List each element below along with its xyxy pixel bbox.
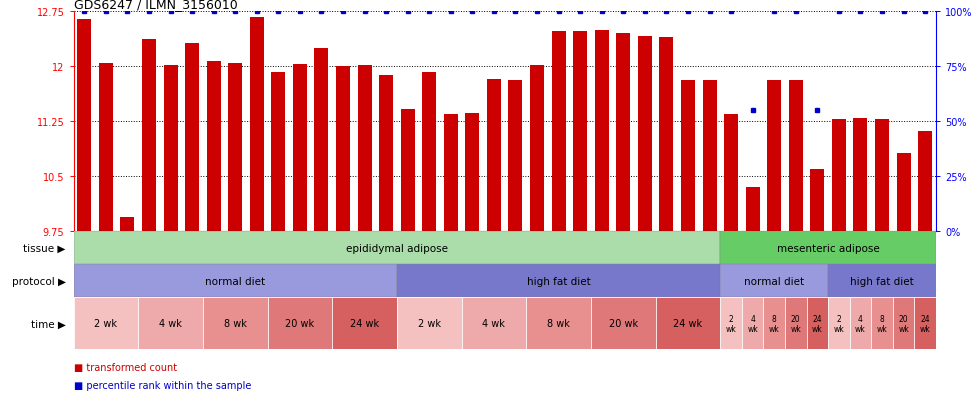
Bar — [871, 298, 893, 349]
Text: 24
wk: 24 wk — [812, 314, 822, 333]
Bar — [573, 32, 587, 232]
Text: normal diet: normal diet — [205, 276, 266, 286]
Bar — [293, 65, 307, 232]
Bar — [207, 62, 220, 232]
Bar — [832, 120, 846, 232]
Text: 24 wk: 24 wk — [350, 319, 379, 329]
Bar — [526, 298, 591, 349]
Bar — [616, 34, 630, 232]
Bar — [509, 81, 522, 232]
Text: GDS6247 / ILMN_3156010: GDS6247 / ILMN_3156010 — [74, 0, 237, 11]
Text: high fat diet: high fat diet — [526, 276, 591, 286]
Bar — [763, 298, 785, 349]
Bar — [466, 113, 479, 232]
Bar — [595, 31, 609, 232]
Bar — [444, 115, 458, 232]
Bar — [720, 265, 828, 298]
Bar — [530, 66, 544, 232]
Bar — [897, 154, 910, 232]
Bar — [850, 298, 871, 349]
Bar — [121, 217, 134, 232]
Bar — [789, 81, 803, 232]
Bar — [401, 110, 415, 232]
Text: 20
wk: 20 wk — [899, 314, 908, 333]
Text: 2 wk: 2 wk — [417, 319, 441, 329]
Text: 20 wk: 20 wk — [285, 319, 315, 329]
Bar — [77, 20, 91, 232]
Bar — [810, 170, 824, 232]
Text: 4
wk: 4 wk — [748, 314, 758, 333]
Text: 20
wk: 20 wk — [791, 314, 801, 333]
Bar — [138, 298, 203, 349]
Bar — [828, 265, 936, 298]
Bar — [591, 298, 656, 349]
Bar — [767, 81, 781, 232]
Bar — [875, 120, 889, 232]
Text: 8 wk: 8 wk — [547, 319, 570, 329]
Bar — [462, 298, 526, 349]
Bar — [746, 188, 760, 232]
Bar — [807, 298, 828, 349]
Bar — [99, 64, 113, 232]
Text: 2
wk: 2 wk — [726, 314, 736, 333]
Text: 8
wk: 8 wk — [877, 314, 887, 333]
Bar — [379, 76, 393, 232]
Text: 24 wk: 24 wk — [673, 319, 703, 329]
Text: 8 wk: 8 wk — [223, 319, 247, 329]
Bar — [164, 66, 177, 232]
Text: tissue ▶: tissue ▶ — [24, 243, 66, 253]
Bar — [914, 298, 936, 349]
Text: ■ transformed count: ■ transformed count — [74, 362, 176, 372]
Text: 4 wk: 4 wk — [482, 319, 506, 329]
Text: ■ percentile rank within the sample: ■ percentile rank within the sample — [74, 380, 251, 391]
Bar — [893, 298, 914, 349]
Bar — [660, 38, 673, 232]
Bar — [142, 40, 156, 232]
Bar — [74, 265, 397, 298]
Bar — [336, 67, 350, 232]
Bar — [74, 298, 138, 349]
Bar — [315, 49, 328, 232]
Text: high fat diet: high fat diet — [850, 276, 914, 286]
Bar — [828, 298, 850, 349]
Bar — [397, 298, 462, 349]
Text: normal diet: normal diet — [744, 276, 805, 286]
Bar — [681, 81, 695, 232]
Bar — [422, 72, 436, 232]
Bar — [854, 119, 867, 232]
Bar — [552, 32, 565, 232]
Text: 20 wk: 20 wk — [609, 319, 638, 329]
Text: 4
wk: 4 wk — [856, 314, 865, 333]
Text: 2 wk: 2 wk — [94, 319, 118, 329]
Bar — [358, 66, 371, 232]
Bar — [203, 298, 268, 349]
Bar — [250, 17, 264, 232]
Bar — [918, 132, 932, 232]
Bar — [268, 298, 332, 349]
Text: 4 wk: 4 wk — [159, 319, 182, 329]
Bar — [228, 64, 242, 232]
Bar — [185, 44, 199, 232]
Bar — [742, 298, 763, 349]
Bar — [397, 265, 720, 298]
Bar — [271, 72, 285, 232]
Text: time ▶: time ▶ — [30, 319, 66, 329]
Text: 8
wk: 8 wk — [769, 314, 779, 333]
Bar — [724, 115, 738, 232]
Bar — [74, 232, 720, 265]
Text: protocol ▶: protocol ▶ — [12, 276, 66, 286]
Text: 2
wk: 2 wk — [834, 314, 844, 333]
Bar — [638, 36, 652, 232]
Bar — [785, 298, 807, 349]
Bar — [656, 298, 720, 349]
Bar — [720, 232, 936, 265]
Text: epididymal adipose: epididymal adipose — [346, 243, 448, 253]
Text: mesenteric adipose: mesenteric adipose — [777, 243, 879, 253]
Bar — [720, 298, 742, 349]
Bar — [703, 81, 716, 232]
Bar — [332, 298, 397, 349]
Bar — [487, 80, 501, 232]
Text: 24
wk: 24 wk — [920, 314, 930, 333]
